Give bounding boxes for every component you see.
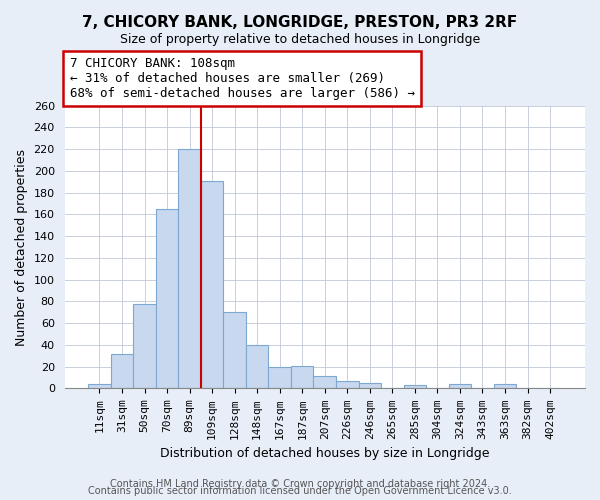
Y-axis label: Number of detached properties: Number of detached properties <box>15 148 28 346</box>
Bar <box>178 149 201 388</box>
Bar <box>133 304 156 388</box>
Bar <box>313 376 336 388</box>
Bar <box>449 384 471 388</box>
Bar <box>201 180 223 388</box>
Text: 7 CHICORY BANK: 108sqm
← 31% of detached houses are smaller (269)
68% of semi-de: 7 CHICORY BANK: 108sqm ← 31% of detached… <box>70 57 415 100</box>
Text: Size of property relative to detached houses in Longridge: Size of property relative to detached ho… <box>120 32 480 46</box>
Bar <box>88 384 111 388</box>
Bar <box>359 383 381 388</box>
Bar <box>494 384 516 388</box>
Bar <box>404 385 426 388</box>
Bar <box>246 345 268 389</box>
Text: Contains public sector information licensed under the Open Government Licence v3: Contains public sector information licen… <box>88 486 512 496</box>
Bar <box>291 366 313 388</box>
Text: 7, CHICORY BANK, LONGRIDGE, PRESTON, PR3 2RF: 7, CHICORY BANK, LONGRIDGE, PRESTON, PR3… <box>82 15 518 30</box>
Bar <box>156 209 178 388</box>
Bar <box>223 312 246 388</box>
Bar <box>336 381 359 388</box>
X-axis label: Distribution of detached houses by size in Longridge: Distribution of detached houses by size … <box>160 447 490 460</box>
Text: Contains HM Land Registry data © Crown copyright and database right 2024.: Contains HM Land Registry data © Crown c… <box>110 479 490 489</box>
Bar <box>111 354 133 388</box>
Bar <box>268 366 291 388</box>
